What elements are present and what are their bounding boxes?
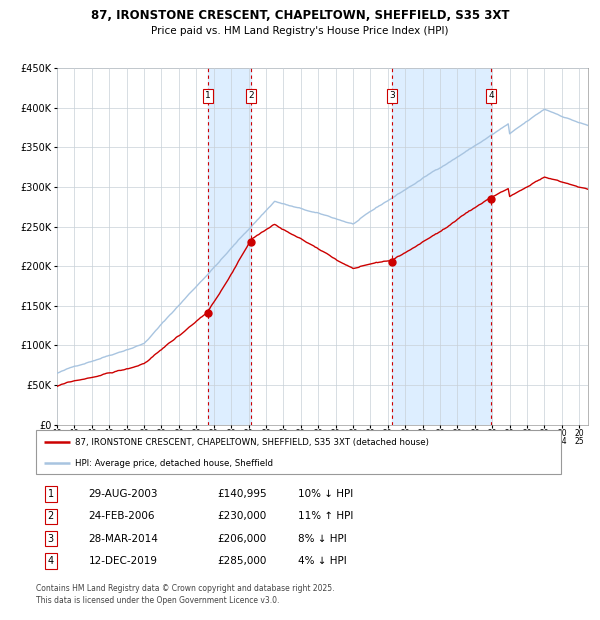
Text: 1: 1	[47, 489, 54, 499]
Text: 29-AUG-2003: 29-AUG-2003	[89, 489, 158, 499]
Bar	[392, 68, 491, 425]
Text: 87, IRONSTONE CRESCENT, CHAPELTOWN, SHEFFIELD, S35 3XT: 87, IRONSTONE CRESCENT, CHAPELTOWN, SHEF…	[91, 9, 509, 22]
Text: £140,995: £140,995	[217, 489, 267, 499]
Text: Contains HM Land Registry data © Crown copyright and database right 2025.
This d: Contains HM Land Registry data © Crown c…	[36, 584, 335, 605]
Text: 1: 1	[205, 91, 211, 100]
FancyBboxPatch shape	[36, 430, 561, 474]
Text: £206,000: £206,000	[218, 534, 267, 544]
Text: 3: 3	[389, 91, 395, 100]
Text: 4: 4	[488, 91, 494, 100]
Text: £230,000: £230,000	[218, 512, 267, 521]
Text: 2: 2	[47, 512, 54, 521]
Text: 8% ↓ HPI: 8% ↓ HPI	[299, 534, 347, 544]
Text: 24-FEB-2006: 24-FEB-2006	[89, 512, 155, 521]
Text: 2: 2	[248, 91, 254, 100]
Bar	[208, 68, 251, 425]
Text: 3: 3	[47, 534, 54, 544]
Text: 11% ↑ HPI: 11% ↑ HPI	[299, 512, 354, 521]
Text: £285,000: £285,000	[218, 556, 267, 565]
Text: 10% ↓ HPI: 10% ↓ HPI	[299, 489, 354, 499]
Text: Price paid vs. HM Land Registry's House Price Index (HPI): Price paid vs. HM Land Registry's House …	[151, 26, 449, 36]
Text: HPI: Average price, detached house, Sheffield: HPI: Average price, detached house, Shef…	[76, 459, 274, 467]
Text: 4: 4	[47, 556, 54, 565]
Text: 28-MAR-2014: 28-MAR-2014	[89, 534, 158, 544]
Text: 87, IRONSTONE CRESCENT, CHAPELTOWN, SHEFFIELD, S35 3XT (detached house): 87, IRONSTONE CRESCENT, CHAPELTOWN, SHEF…	[76, 438, 429, 446]
Text: 12-DEC-2019: 12-DEC-2019	[89, 556, 157, 565]
Text: 4% ↓ HPI: 4% ↓ HPI	[299, 556, 347, 565]
